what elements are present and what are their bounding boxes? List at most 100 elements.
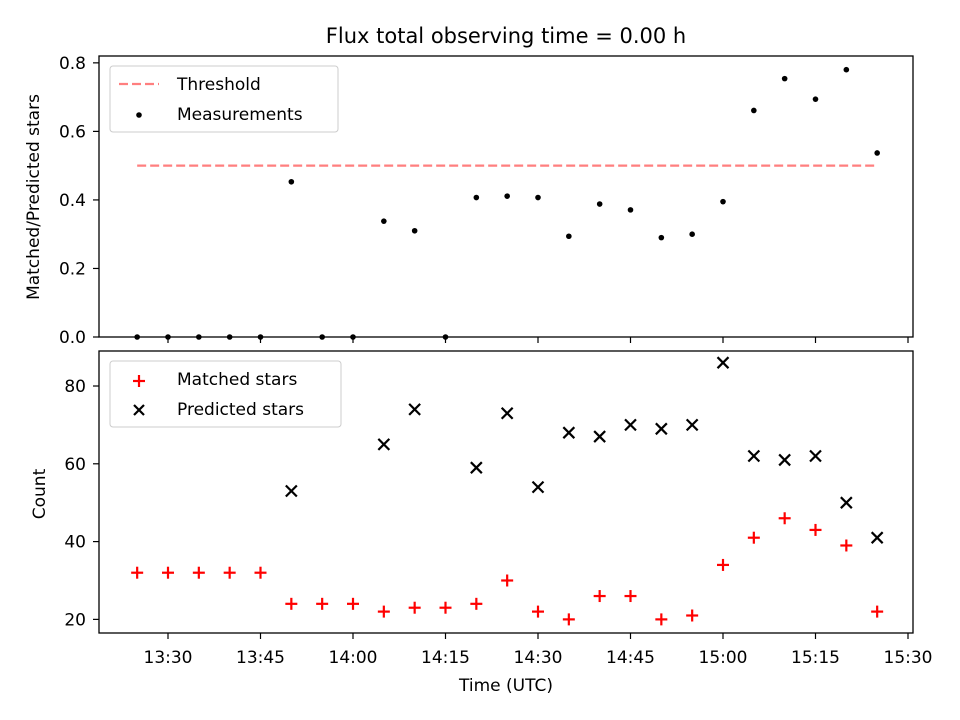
measurement-point <box>504 193 510 199</box>
matched-star-point <box>624 590 637 603</box>
predicted-star-point <box>870 531 884 544</box>
predicted-star-point <box>840 496 853 509</box>
legend-matched-swatch <box>133 375 145 387</box>
predicted-star-point <box>470 461 483 474</box>
legend-predicted-swatch <box>133 404 145 416</box>
measurement-point <box>812 96 819 102</box>
bottom-panel: Count Time (UTC) 20 40 60 80 13:30 13:45 14:0… <box>30 350 933 696</box>
predicted-star-point <box>531 480 545 494</box>
bottom-xtick-label: 14:45 <box>606 648 655 668</box>
matched-star-point <box>347 597 359 610</box>
bottom-axes-frame <box>98 350 914 634</box>
bottom-y-axis: 20 40 60 80 <box>64 377 99 630</box>
bottom-xlabel: Time (UTC) <box>458 676 553 696</box>
top-legend-box <box>109 65 339 133</box>
bottom-ytick-label: 20 <box>64 610 86 630</box>
legend-measurements-swatch <box>136 112 142 118</box>
measurement-point <box>473 194 480 201</box>
matched-star-point <box>223 566 236 579</box>
top-ytick-label: 0.4 <box>59 191 86 211</box>
bottom-plot-area <box>131 356 884 626</box>
matched-star-point <box>377 605 390 618</box>
chart-title: Flux total observing time = 0.00 h <box>326 24 686 48</box>
matched-star-point <box>809 523 822 536</box>
bottom-xtick-label: 14:30 <box>514 648 563 668</box>
legend-measurements-label: Measurements <box>177 105 303 125</box>
measurement-point <box>596 201 603 207</box>
predicted-star-point <box>377 438 391 451</box>
matched-star-point <box>131 566 144 579</box>
bottom-xtick-label: 15:30 <box>884 648 933 668</box>
matched-star-point <box>316 597 329 610</box>
bottom-legend: Matched stars Predicted stars <box>109 360 342 428</box>
predicted-star-point <box>685 418 699 432</box>
bottom-xtick-label: 15:00 <box>699 648 748 668</box>
top-plot-area <box>134 66 880 340</box>
predicted-star-point <box>500 406 514 420</box>
matched-star-point <box>871 605 884 618</box>
bottom-ytick-label: 80 <box>64 377 86 397</box>
bottom-ytick-label: 60 <box>64 455 86 475</box>
top-ylabel: Matched/Predicted stars <box>24 94 44 300</box>
measurement-point <box>843 66 850 73</box>
predicted-star-point <box>655 422 668 436</box>
matched-star-point <box>285 597 298 610</box>
measurement-point <box>874 150 880 156</box>
top-ytick-label: 0.2 <box>59 259 86 279</box>
measurement-point <box>720 198 726 205</box>
matched-star-point <box>778 512 791 525</box>
matched-star-point <box>747 531 760 544</box>
top-y-axis: 0.0 0.2 0.4 0.6 0.8 <box>59 54 99 348</box>
matched-star-point <box>470 597 483 610</box>
predicted-star-point <box>778 453 791 467</box>
predicted-star-point <box>809 449 822 463</box>
predicted-star-point <box>624 418 637 432</box>
bottom-xtick-label: 13:30 <box>144 648 193 668</box>
bottom-xtick-label: 14:15 <box>421 648 470 668</box>
bottom-legend-box <box>109 360 342 428</box>
measurement-point <box>658 234 665 241</box>
matched-star-point <box>655 613 668 626</box>
measurement-point <box>535 194 541 201</box>
predicted-star-point <box>562 426 576 439</box>
matched-star-point <box>501 574 514 587</box>
legend-threshold-label: Threshold <box>176 75 261 95</box>
matched-star-point <box>593 590 606 603</box>
predicted-star-point <box>593 430 606 443</box>
top-ytick-label: 0.8 <box>59 54 86 74</box>
measurement-point <box>381 218 387 224</box>
matched-star-point <box>192 566 205 579</box>
matched-star-point <box>254 566 267 579</box>
top-axes-frame <box>98 55 914 338</box>
top-ytick-label: 0.6 <box>59 122 86 142</box>
bottom-x-axis: 13:30 13:45 14:00 14:15 14:30 14:45 15:00 15:15… <box>144 633 933 668</box>
measurement-point <box>781 75 788 82</box>
top-panel: Matched/Predicted stars 0.00.20.40.60.8 … <box>24 54 914 348</box>
bottom-ytick-label: 40 <box>64 533 86 553</box>
bottom-xtick-label: 14:00 <box>329 648 378 668</box>
measurement-point <box>411 227 418 234</box>
matched-star-point <box>532 605 544 618</box>
predicted-star-point <box>747 449 761 463</box>
matched-star-point <box>840 539 853 552</box>
measurement-point <box>751 107 757 114</box>
legend-predicted-label: Predicted stars <box>177 400 304 420</box>
measurement-point <box>288 178 295 185</box>
matched-star-point <box>439 601 452 614</box>
matched-star-point <box>162 566 174 579</box>
measurement-point <box>566 233 572 240</box>
predicted-star-point <box>716 356 730 369</box>
matched-star-point <box>717 558 729 571</box>
measurement-point <box>689 231 695 237</box>
matched-star-point <box>562 613 575 626</box>
predicted-star-point <box>408 403 421 416</box>
bottom-ylabel: Count <box>30 468 50 519</box>
matched-star-point <box>408 601 421 614</box>
top-x-ticks <box>167 337 909 343</box>
legend-matched-label: Matched stars <box>177 370 297 390</box>
matched-star-point <box>686 609 699 622</box>
bottom-xtick-label: 13:45 <box>236 648 285 668</box>
top-legend: Threshold Measurements <box>109 65 339 133</box>
predicted-star-point <box>285 484 298 498</box>
